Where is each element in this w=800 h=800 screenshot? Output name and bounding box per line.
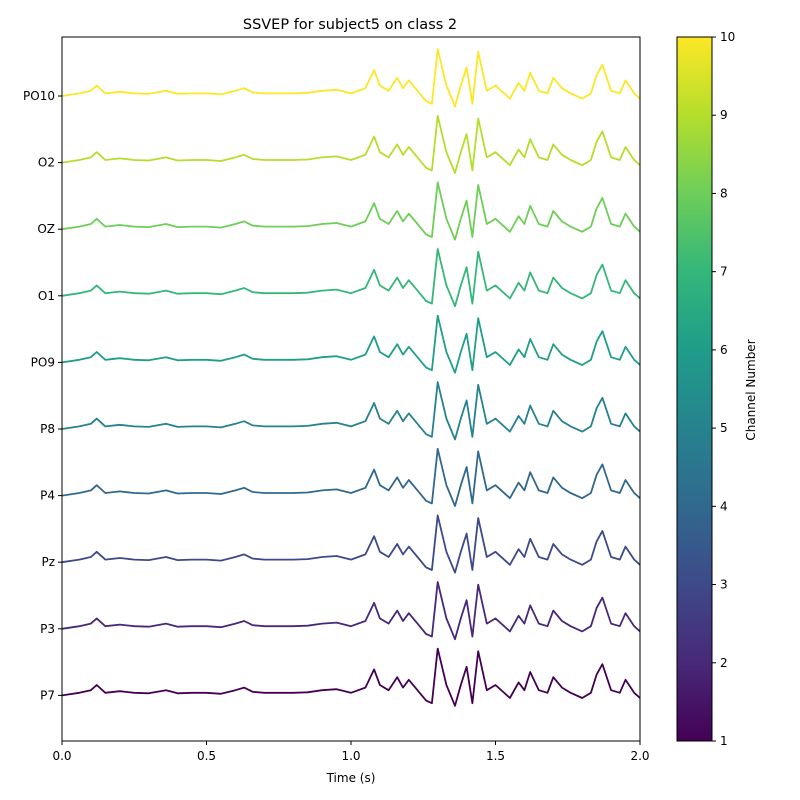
y-tick-label: P3: [40, 622, 55, 636]
colorbar-tick-label: 4: [720, 499, 728, 513]
y-tick-label: P7: [40, 688, 55, 702]
y-tick-label: O2: [38, 156, 55, 170]
colorbar-ticks: 10 9 8 7 6 5 4 3 2 1: [712, 30, 735, 748]
colorbar-tick-label: 10: [720, 30, 735, 44]
colorbar-tick-label: 9: [720, 108, 728, 122]
colorbar: [676, 36, 713, 742]
y-tick-label: O1: [38, 289, 55, 303]
chart-title: SSVEP for subject5 on class 2: [243, 17, 457, 33]
colorbar-tick-label: 5: [720, 421, 728, 435]
series-line-o1: [61, 248, 641, 308]
x-axis: 0.0 0.5 1.0 1.5 2.0: [52, 741, 650, 763]
x-axis-label: Time (s): [326, 771, 376, 785]
series-line-oz: [61, 181, 641, 241]
x-tick-label: 0.0: [52, 749, 71, 763]
series-line-p4: [61, 447, 641, 507]
colorbar-tick-label: 8: [720, 186, 728, 200]
series-line-p3: [61, 581, 641, 641]
colorbar-label: Channel Number: [744, 339, 758, 440]
series-line-o2: [61, 114, 641, 174]
colorbar-tick-label: 3: [720, 578, 728, 592]
y-tick-label: OZ: [37, 222, 55, 236]
colorbar-tick-label: 2: [720, 656, 728, 670]
series-line-pz: [61, 514, 641, 574]
x-tick-label: 1.0: [341, 749, 360, 763]
x-tick-label: 1.5: [486, 749, 505, 763]
series-line-p7: [61, 647, 641, 707]
y-tick-label: PO9: [31, 355, 55, 369]
colorbar-tick-label: 6: [720, 343, 728, 357]
series-line-po9: [61, 314, 641, 374]
series-line-po10: [61, 48, 641, 108]
y-tick-label: Pz: [41, 555, 55, 569]
colorbar-tick-label: 7: [720, 265, 728, 279]
colorbar-tick-label: 1: [720, 734, 728, 748]
x-tick-label: 0.5: [197, 749, 216, 763]
y-tick-label: P8: [40, 422, 55, 436]
x-tick-label: 2.0: [630, 749, 649, 763]
y-tick-label: P4: [40, 489, 55, 503]
series-layer: [61, 48, 641, 707]
y-tick-label: PO10: [23, 89, 55, 103]
series-line-p8: [61, 381, 641, 441]
y-axis: PO10 O2 OZ O1 PO9 P8 P4 Pz P3 P7: [23, 89, 62, 702]
plot-frame: [61, 36, 641, 742]
